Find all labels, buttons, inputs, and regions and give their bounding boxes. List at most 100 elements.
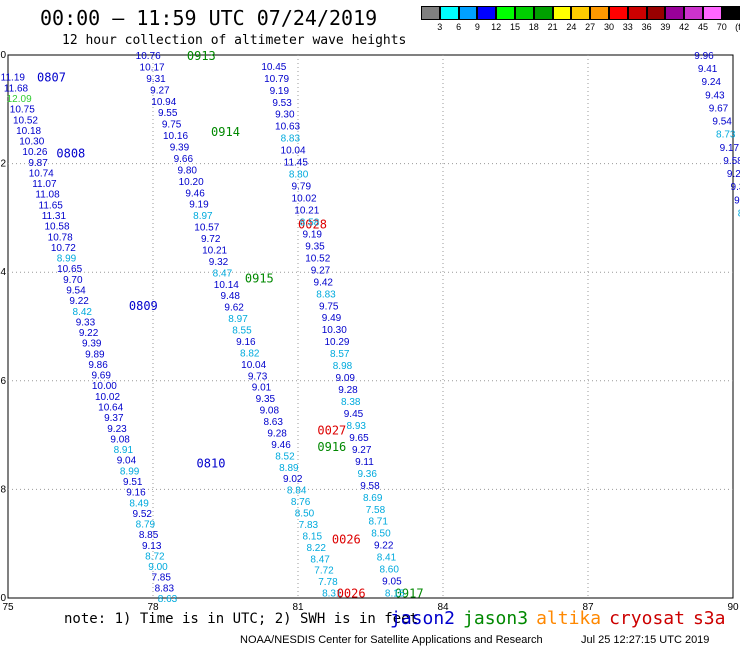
- wave-height-point: 10.78: [48, 232, 73, 243]
- wave-height-point: 9.39: [731, 182, 740, 193]
- wave-height-point: 11.68: [4, 83, 29, 94]
- wave-height-point: 12.09: [7, 94, 32, 105]
- color-scale-label: 24: [566, 22, 577, 32]
- wave-height-point: 11.65: [39, 200, 64, 211]
- color-scale-label: 15: [509, 22, 521, 32]
- color-scale-label: 9: [474, 22, 480, 32]
- wave-height-point: 9.46: [271, 440, 291, 451]
- color-scale-label: 6: [456, 22, 462, 32]
- color-scale-label: 45: [697, 22, 709, 32]
- wave-height-point: 8.85: [139, 530, 159, 541]
- credit-date: Jul 25 12:27:15 UTC 2019: [581, 634, 710, 646]
- wave-height-point: 9.39: [170, 143, 190, 154]
- wave-height-point: 9.19: [189, 200, 209, 211]
- wave-height-point: 8.63: [263, 417, 283, 428]
- color-swatch: [627, 6, 647, 20]
- wave-height-point: 9.46: [185, 188, 205, 199]
- wave-height-point: 9.54: [712, 117, 732, 128]
- wave-height-point: 10.63: [275, 122, 300, 133]
- color-scale-label: 70: [716, 22, 727, 32]
- wave-height-point: 7.78: [318, 577, 338, 588]
- wave-height-point: 9.27: [311, 265, 331, 276]
- wave-height-point: 8.49: [129, 498, 149, 509]
- color-scale-label: 33: [622, 22, 633, 32]
- color-scale-label: 30: [603, 22, 615, 32]
- wave-height-point: 8.55: [232, 326, 252, 337]
- color-scale-label: 42: [679, 22, 690, 32]
- wave-height-point: 11.07: [32, 179, 57, 190]
- wave-height-point: 10.16: [163, 131, 188, 142]
- wave-height-point: 8.97: [228, 314, 248, 325]
- plot-frame: [7, 54, 734, 599]
- wave-height-point: 10.04: [241, 360, 266, 371]
- wave-height-point: 9.49: [322, 313, 342, 324]
- wave-height-point: 9.36: [357, 469, 377, 480]
- wave-height-point: 9.35: [256, 394, 276, 405]
- wave-height-point: 9.17: [720, 143, 740, 154]
- satellite-legend-s3a: s3a: [692, 608, 726, 629]
- wave-height-point: 10.29: [324, 337, 349, 348]
- pass-time-label: 0809: [129, 299, 158, 313]
- pass-time-label: 0808: [56, 147, 85, 161]
- y-tick-label: -24: [0, 267, 6, 278]
- wave-height-point: 10.52: [13, 115, 38, 126]
- wave-height-point: 8.93: [346, 421, 366, 432]
- wave-height-point: 10.20: [179, 177, 204, 188]
- wave-height-point: 8.80: [289, 170, 309, 181]
- color-scale-label: 18: [528, 22, 539, 32]
- wave-height-point: 9.67: [709, 103, 729, 114]
- color-swatch: [684, 6, 703, 20]
- wave-height-point: 9.42: [314, 277, 334, 288]
- credit-text: NOAA/NESDIS Center for Satellite Applica…: [240, 634, 543, 646]
- wave-height-point: 8.73: [716, 130, 736, 141]
- wave-height-point: 9.70: [63, 275, 83, 286]
- wave-height-point: 8.72: [145, 551, 165, 562]
- wave-height-point: 9.09: [336, 373, 356, 384]
- satellite-legend: jason2 jason3 altika cryosat s3a: [390, 608, 733, 629]
- wave-height-point: 9.00: [148, 562, 168, 573]
- wave-height-point: 9.41: [698, 64, 718, 75]
- wave-height-point: 8.15: [385, 589, 405, 600]
- color-swatch: [608, 6, 628, 20]
- wave-height-point: 8.38: [341, 397, 361, 408]
- wave-height-point: 9.53: [272, 98, 292, 109]
- wave-height-point: 8.47: [310, 554, 330, 565]
- wave-height-point: 9.55: [158, 108, 178, 119]
- wave-height-point: 8.84: [287, 486, 307, 497]
- pass-time-label: 0807: [37, 71, 66, 85]
- pass-time-label: 0913: [187, 49, 216, 63]
- wave-height-point: 9.23: [727, 169, 740, 180]
- wave-height-point: 10.14: [214, 280, 239, 291]
- x-tick-label: 75: [2, 602, 14, 613]
- color-scale-label: 21: [547, 22, 558, 32]
- wave-height-point: 9.05: [382, 577, 402, 588]
- wave-height-point: 9.43: [705, 90, 725, 101]
- wave-height-point: 10.30: [322, 325, 347, 336]
- pass-time-label: 0915: [245, 272, 274, 286]
- color-swatch: [590, 6, 609, 20]
- wave-height-point: 8.99: [120, 466, 140, 477]
- color-scale-legend: [421, 6, 740, 20]
- wave-height-point: 9.19: [270, 86, 290, 97]
- wave-height-point: 10.21: [202, 245, 227, 256]
- wave-height-point: 9.35: [305, 241, 325, 252]
- wave-height-point: 11.08: [35, 190, 60, 201]
- x-tick-label: 87: [582, 602, 594, 613]
- wave-height-point: 10.52: [305, 253, 330, 264]
- wave-height-point: 9.04: [117, 456, 137, 467]
- wave-height-point: 8.83: [281, 134, 301, 145]
- wave-height-point: 8.89: [279, 463, 299, 474]
- wave-height-point: 9.73: [248, 371, 268, 382]
- wave-height-point: 9.28: [267, 428, 287, 439]
- wave-height-point: 8.71: [368, 517, 388, 528]
- wave-height-point: 9.52: [133, 509, 153, 520]
- wave-height-point: 9.02: [283, 474, 303, 485]
- wave-height-point: 7.85: [151, 573, 171, 584]
- wave-height-point: 7.72: [314, 566, 334, 577]
- satellite-legend-jason2: jason2: [390, 608, 456, 629]
- wave-height-point: 11.19: [1, 73, 26, 84]
- wave-height-point: 9.22: [69, 296, 89, 307]
- color-swatch: [533, 6, 553, 20]
- wave-height-point: 9.08: [260, 406, 280, 417]
